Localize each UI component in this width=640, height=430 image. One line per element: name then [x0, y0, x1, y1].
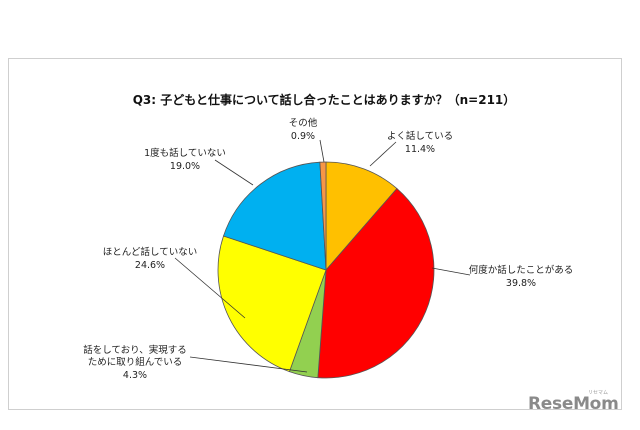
pie-slice [317, 187, 435, 379]
leader-line [369, 141, 397, 167]
leader-line [319, 139, 325, 163]
slice-value-label: 24.6% [135, 260, 165, 271]
resemom-logo: ReseMom [528, 394, 619, 414]
slice-value-label: 11.4% [405, 144, 435, 155]
resemom-logo-subtext: リセマム [588, 390, 609, 396]
leader-lines [174, 139, 471, 373]
leader-line [214, 159, 254, 186]
leader-line [431, 267, 471, 276]
slice-label: よく話している [387, 130, 453, 142]
chart-title: Q3: 子どもと仕事について話し合ったことはありますか？（n=211） [133, 92, 516, 107]
slice-value-label: 4.3% [123, 370, 147, 381]
slice-label: ために取り組んでいる [88, 356, 183, 368]
slice-value-label: 19.0% [170, 161, 200, 172]
pie-slice [222, 161, 327, 271]
leader-line [189, 356, 308, 373]
pie-slice [217, 235, 327, 373]
slice-label: 1度も話していない [144, 147, 226, 159]
slice-labels: よく話している 11.4% 何度か話したことがある 39.8% 話をしており、実現するた… [83, 117, 573, 381]
slice-value-label: 39.8% [506, 278, 536, 289]
leader-line [174, 257, 246, 319]
slice-label: ほとんど話していない [103, 246, 197, 258]
pie-slice [319, 161, 327, 271]
pie-slice [325, 161, 398, 272]
pie-slices [217, 161, 435, 379]
slice-label: その他 [289, 117, 318, 129]
slice-label: 何度か話したことがある [469, 264, 574, 276]
slice-label: 話をしており、実現する [83, 344, 187, 356]
slice-value-label: 0.9% [291, 131, 315, 142]
